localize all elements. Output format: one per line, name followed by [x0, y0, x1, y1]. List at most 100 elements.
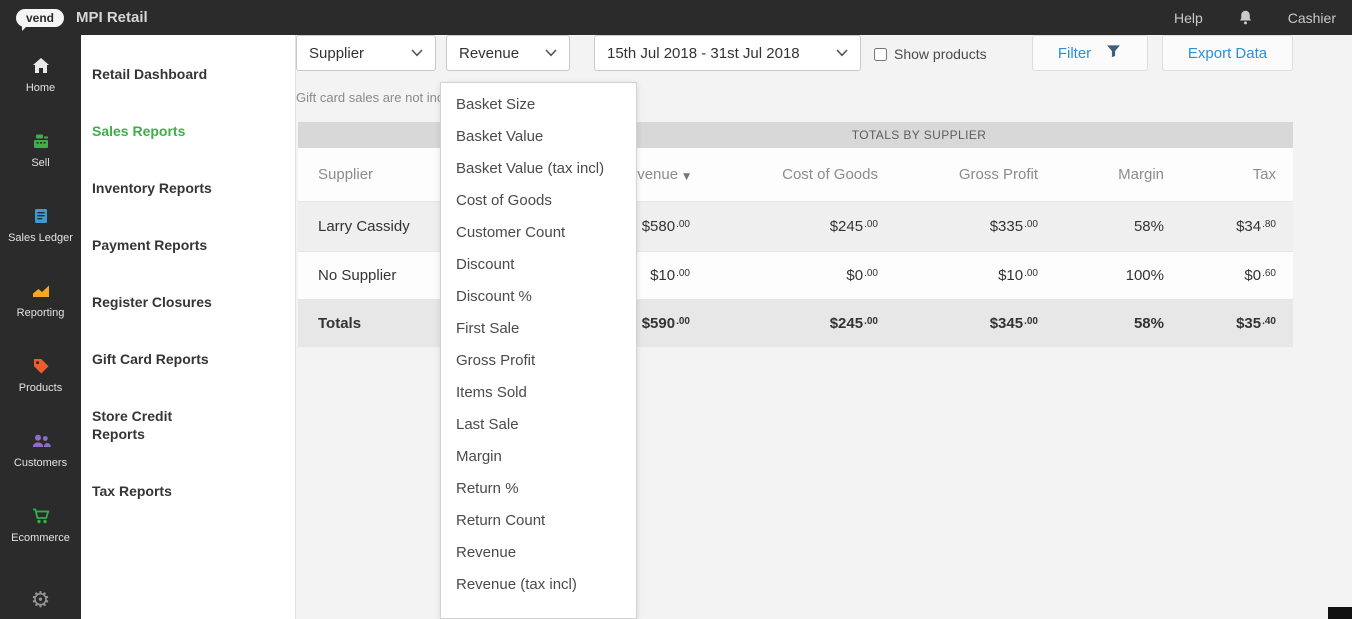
supplier-name: No Supplier	[318, 267, 397, 284]
dropdown-option-first-sale[interactable]: First Sale	[456, 320, 520, 337]
margin-total: 58%	[1133, 314, 1164, 332]
filter-button-label: Filter	[1057, 44, 1092, 62]
revenue-value: $580.00	[641, 218, 690, 235]
margin-value: 100%	[1125, 267, 1164, 284]
metric-dropdown-menu: Basket Size Basket Value Basket Value (t…	[440, 82, 637, 619]
dropdown-option-return-count[interactable]: Return Count	[456, 512, 546, 529]
gift-card-note: Gift card sales are not inc	[296, 90, 444, 105]
margin-value: 58%	[1133, 218, 1164, 235]
export-data-button-label: Export Data	[1187, 44, 1268, 62]
show-products-toggle[interactable]: Show products	[874, 46, 987, 62]
supplier-name: Larry Cassidy	[318, 218, 410, 235]
people-icon	[30, 430, 52, 452]
dropdown-option-basket-size[interactable]: Basket Size	[456, 96, 536, 113]
dropdown-option-customer-count[interactable]: Customer Count	[456, 224, 566, 241]
sidebar-item-products[interactable]: Products	[0, 335, 81, 410]
sidebar-item-label: Products	[18, 382, 63, 394]
reports-sidebar: Retail Dashboard Sales Reports Inventory…	[81, 35, 296, 619]
gear-icon[interactable]: ⚙	[30, 588, 51, 613]
date-range-select[interactable]: 15th Jul 2018 - 31st Jul 2018	[594, 35, 861, 71]
sidebar-item-label: Ecommerce	[11, 532, 70, 544]
dropdown-option-margin[interactable]: Margin	[456, 448, 502, 465]
cost-of-goods-total: $245.00	[829, 314, 878, 332]
sidebar-item-label: Customers	[13, 457, 68, 469]
subnav-item-register-closures[interactable]: Register Closures	[92, 294, 212, 310]
dropdown-option-revenue-tax-incl[interactable]: Revenue (tax incl)	[456, 576, 577, 593]
dropdown-option-basket-value-tax-incl[interactable]: Basket Value (tax incl)	[456, 160, 605, 177]
column-header-tax[interactable]: Tax	[1252, 166, 1276, 183]
dropdown-option-cost-of-goods[interactable]: Cost of Goods	[456, 192, 552, 209]
show-products-label: Show products	[894, 46, 987, 62]
subnav-item-tax-reports[interactable]: Tax Reports	[92, 483, 172, 499]
chevron-down-icon	[545, 44, 557, 62]
topbar: vend MPI Retail Help Cashier	[0, 0, 1352, 35]
column-header-supplier[interactable]: Supplier	[318, 166, 374, 183]
revenue-total: $590.00	[641, 314, 690, 332]
chevron-down-icon	[836, 44, 848, 62]
home-icon	[30, 55, 52, 77]
sidebar-item-label: Sell	[31, 157, 50, 169]
column-header-cost-of-goods[interactable]: Cost of Goods	[782, 166, 878, 183]
funnel-icon	[1105, 43, 1122, 63]
tag-icon	[30, 355, 52, 377]
topbar-right: Help Cashier	[1174, 9, 1352, 26]
sidebar-item-home[interactable]: Home	[0, 35, 81, 110]
vend-logo[interactable]: vend	[16, 8, 65, 31]
ledger-icon	[30, 205, 52, 227]
sidebar-item-reporting[interactable]: Reporting	[0, 260, 81, 335]
chevron-down-icon	[411, 44, 423, 62]
report-type-value: Supplier	[309, 44, 365, 62]
bell-icon[interactable]	[1237, 9, 1254, 26]
sidebar-item-ecommerce[interactable]: Ecommerce	[0, 485, 81, 560]
dropdown-option-return-percent[interactable]: Return %	[456, 480, 519, 497]
dropdown-option-revenue[interactable]: Revenue	[456, 544, 517, 561]
tax-value: $34.80	[1236, 218, 1276, 235]
sidebar-item-label: Reporting	[16, 307, 65, 319]
dropdown-option-gross-profit[interactable]: Gross Profit	[456, 352, 536, 369]
subnav-item-inventory-reports[interactable]: Inventory Reports	[92, 180, 212, 196]
report-type-select[interactable]: Supplier	[296, 35, 436, 71]
sidebar-item-label: Sales Ledger	[8, 232, 73, 244]
primary-sidebar: Home Sell Sales Ledger Reporting Product…	[0, 35, 81, 619]
sidebar-item-customers[interactable]: Customers	[0, 410, 81, 485]
cash-register-icon	[30, 130, 52, 152]
metric-value: Revenue	[459, 44, 520, 62]
vend-logo-text: vend	[26, 10, 55, 25]
store-name: MPI Retail	[76, 9, 148, 26]
dropdown-option-items-sold[interactable]: Items Sold	[456, 384, 527, 401]
cart-icon	[30, 505, 52, 527]
gross-profit-value: $335.00	[989, 218, 1038, 235]
dropdown-option-basket-value[interactable]: Basket Value	[456, 128, 544, 145]
tax-value: $0.60	[1244, 267, 1276, 284]
cost-of-goods-value: $245.00	[829, 218, 878, 235]
dropdown-option-discount[interactable]: Discount	[456, 256, 515, 273]
dropdown-option-discount-percent[interactable]: Discount %	[456, 288, 532, 305]
subnav-item-sales-reports[interactable]: Sales Reports	[92, 123, 186, 139]
subnav-item-payment-reports[interactable]: Payment Reports	[92, 237, 208, 253]
main-content: Supplier Revenue 15th Jul 2018 - 31st Ju…	[296, 35, 1352, 619]
export-data-button[interactable]: Export Data	[1162, 35, 1293, 71]
sidebar-item-sales-ledger[interactable]: Sales Ledger	[0, 185, 81, 260]
column-header-margin[interactable]: Margin	[1118, 166, 1164, 183]
revenue-value: $10.00	[650, 267, 690, 284]
sidebar-item-label: Home	[25, 82, 56, 94]
subnav-item-gift-card-reports[interactable]: Gift Card Reports	[92, 351, 209, 367]
date-range-value: 15th Jul 2018 - 31st Jul 2018	[607, 44, 800, 62]
dropdown-option-last-sale[interactable]: Last Sale	[456, 416, 519, 433]
cost-of-goods-value: $0.00	[846, 267, 878, 284]
show-products-checkbox[interactable]	[874, 47, 887, 61]
totals-label: Totals	[318, 314, 362, 332]
help-link[interactable]: Help	[1173, 9, 1203, 26]
sort-desc-icon: ▼	[683, 172, 690, 182]
filter-button[interactable]: Filter	[1032, 35, 1148, 71]
gross-profit-total: $345.00	[989, 314, 1038, 332]
sidebar-item-sell[interactable]: Sell	[0, 110, 81, 185]
gross-profit-value: $10.00	[998, 267, 1038, 284]
metric-select[interactable]: Revenue	[446, 35, 570, 71]
chart-icon	[30, 280, 52, 302]
user-menu[interactable]: Cashier	[1287, 9, 1336, 26]
subnav-item-retail-dashboard[interactable]: Retail Dashboard	[92, 66, 208, 82]
subnav-item-store-credit-reports[interactable]: Store Credit Reports	[92, 408, 173, 442]
column-header-gross-profit[interactable]: Gross Profit	[958, 166, 1038, 183]
